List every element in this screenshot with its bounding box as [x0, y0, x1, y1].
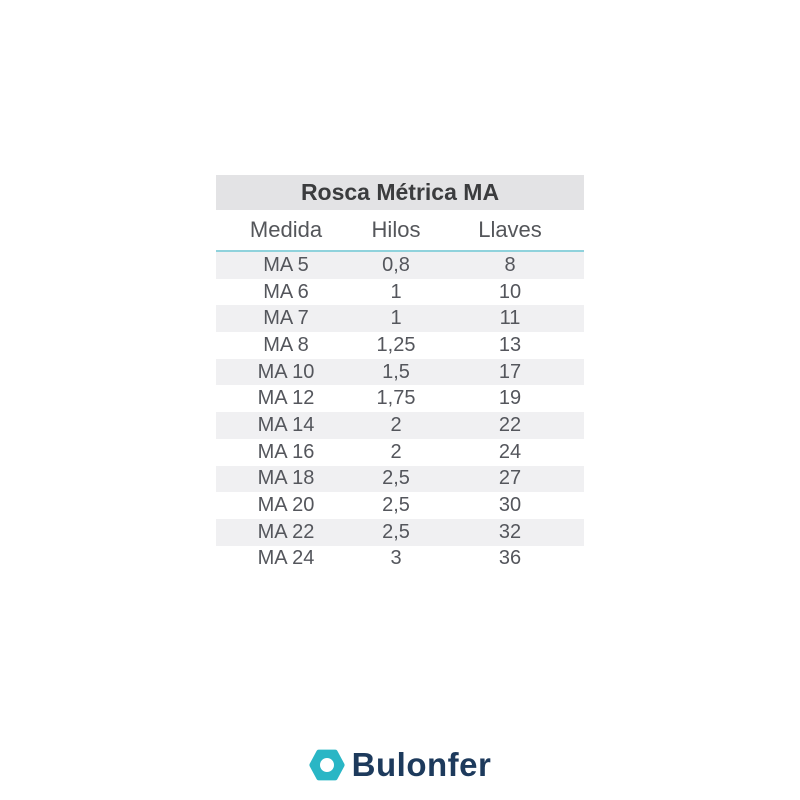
table-column-headers: Medida Hilos Llaves — [216, 210, 584, 252]
metric-thread-table: Rosca Métrica MA Medida Hilos Llaves MA … — [216, 175, 584, 573]
cell-llaves: 8 — [504, 253, 516, 276]
table-row: MA 24 3 36 — [216, 545, 584, 573]
table-body: MA 5 0,8 8 MA 6 1 10 MA 7 1 11 MA 8 1,25 13 MA 10 1,5… — [216, 252, 584, 573]
cell-hilos: 2 — [390, 440, 402, 463]
cell-medida: MA 10 — [257, 360, 315, 383]
cell-hilos: 0,8 — [382, 253, 410, 276]
cell-hilos: 3 — [390, 547, 402, 570]
cell-hilos: 1 — [390, 280, 402, 303]
cell-medida: MA 12 — [257, 387, 315, 410]
cell-medida: MA 20 — [257, 494, 315, 517]
cell-hilos: 1,5 — [382, 360, 410, 383]
table-row: MA 5 0,8 8 — [216, 252, 584, 279]
cell-hilos: 2,5 — [382, 467, 410, 490]
table-row: MA 12 1,75 19 — [216, 385, 584, 413]
brand-logo: Bulonfer — [0, 748, 800, 781]
table-row: MA 6 1 10 — [216, 278, 584, 306]
table-row: MA 16 2 24 — [216, 438, 584, 466]
cell-hilos: 1,75 — [376, 387, 416, 410]
cell-llaves: 13 — [498, 333, 522, 356]
cell-llaves: 30 — [498, 494, 522, 517]
cell-hilos: 2,5 — [382, 520, 410, 543]
cell-llaves: 27 — [498, 467, 522, 490]
cell-medida: MA 7 — [263, 307, 309, 330]
cell-llaves: 17 — [498, 360, 522, 383]
cell-hilos: 2,5 — [382, 494, 410, 517]
cell-llaves: 24 — [498, 440, 522, 463]
cell-medida: MA 14 — [257, 413, 315, 436]
column-header-medida: Medida — [249, 217, 323, 242]
column-header-llaves: Llaves — [478, 217, 542, 242]
table-row: MA 8 1,25 13 — [216, 332, 584, 359]
cell-medida: MA 8 — [263, 333, 309, 356]
cell-llaves: 32 — [498, 520, 522, 543]
cell-medida: MA 24 — [257, 547, 315, 570]
cell-llaves: 19 — [498, 387, 522, 410]
cell-llaves: 11 — [499, 307, 521, 330]
table-row: MA 7 1 11 — [216, 305, 584, 333]
cell-medida: MA 16 — [257, 440, 315, 463]
table-row: MA 22 2,5 32 — [216, 518, 584, 546]
column-header-hilos: Hilos — [371, 217, 421, 242]
cell-hilos: 1,25 — [376, 333, 416, 356]
cell-llaves: 22 — [498, 413, 522, 436]
cell-llaves: 36 — [498, 547, 522, 570]
hex-nut-icon — [309, 749, 345, 780]
brand-name: Bulonfer — [351, 746, 492, 783]
cell-hilos: 2 — [390, 413, 402, 436]
cell-medida: MA 18 — [257, 467, 315, 490]
table-row: MA 20 2,5 30 — [216, 492, 584, 519]
cell-medida: MA 6 — [263, 280, 309, 303]
cell-medida: MA 5 — [263, 253, 309, 276]
table-row: MA 14 2 22 — [216, 412, 584, 439]
cell-medida: MA 22 — [257, 520, 315, 543]
cell-hilos: 1 — [390, 307, 402, 330]
table-row: MA 10 1,5 17 — [216, 358, 584, 386]
table-row: MA 18 2,5 27 — [216, 465, 584, 493]
cell-llaves: 10 — [498, 280, 522, 303]
table-title: Rosca Métrica MA — [216, 175, 584, 210]
